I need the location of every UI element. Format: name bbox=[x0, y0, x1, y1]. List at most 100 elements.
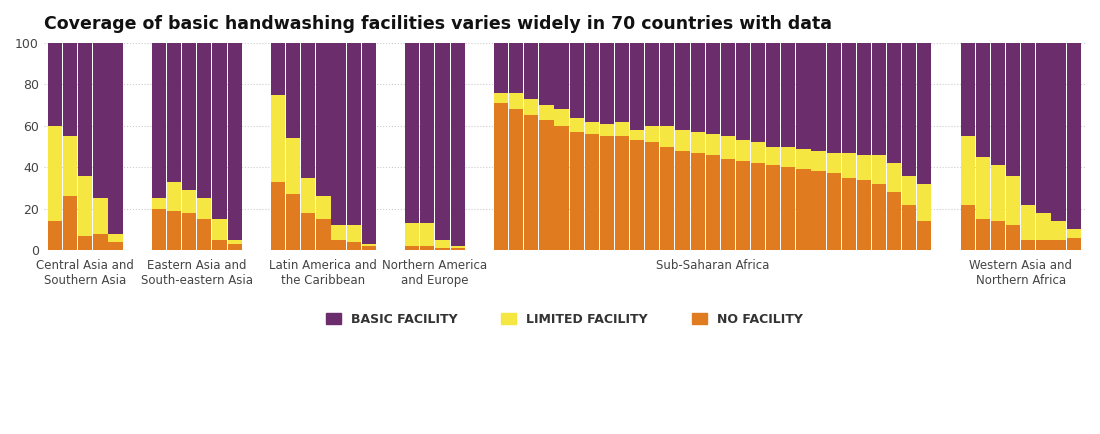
Bar bbox=[766, 147, 780, 165]
Bar bbox=[917, 221, 932, 250]
Bar bbox=[525, 115, 538, 250]
Bar bbox=[167, 182, 182, 211]
Bar bbox=[1052, 43, 1066, 221]
Bar bbox=[183, 190, 196, 213]
Bar bbox=[675, 43, 690, 130]
Bar bbox=[554, 43, 569, 109]
Bar bbox=[436, 248, 450, 250]
Bar bbox=[781, 43, 795, 147]
Bar bbox=[317, 43, 330, 196]
Bar bbox=[167, 211, 182, 250]
Bar bbox=[1021, 240, 1035, 250]
Bar bbox=[751, 163, 766, 250]
Bar bbox=[317, 196, 330, 219]
Bar bbox=[976, 219, 990, 250]
Bar bbox=[917, 43, 932, 184]
Bar bbox=[1052, 240, 1066, 250]
Bar bbox=[646, 142, 659, 250]
Bar bbox=[152, 198, 166, 209]
Bar bbox=[646, 43, 659, 126]
Bar bbox=[63, 136, 77, 196]
Bar bbox=[570, 132, 584, 250]
Bar bbox=[705, 134, 719, 155]
Bar bbox=[781, 167, 795, 250]
Bar bbox=[857, 180, 871, 250]
Bar bbox=[1006, 175, 1021, 225]
Bar bbox=[976, 157, 990, 219]
Bar bbox=[331, 225, 345, 240]
Bar bbox=[736, 161, 750, 250]
Bar bbox=[539, 120, 553, 250]
Bar bbox=[346, 43, 361, 225]
Bar bbox=[872, 184, 887, 250]
Bar bbox=[705, 155, 719, 250]
Bar bbox=[857, 155, 871, 180]
Bar bbox=[183, 43, 196, 190]
Bar bbox=[1067, 230, 1080, 238]
Bar bbox=[271, 43, 285, 95]
Bar bbox=[78, 236, 92, 250]
Bar bbox=[960, 43, 975, 136]
Bar bbox=[902, 175, 916, 204]
Bar bbox=[646, 126, 659, 142]
Bar bbox=[48, 126, 63, 221]
Bar bbox=[857, 43, 871, 155]
Bar bbox=[691, 153, 705, 250]
Bar bbox=[494, 103, 508, 250]
Bar bbox=[509, 109, 524, 250]
Bar bbox=[78, 175, 92, 236]
Bar bbox=[991, 165, 1005, 221]
Bar bbox=[362, 246, 376, 250]
Bar bbox=[63, 196, 77, 250]
Bar bbox=[600, 124, 614, 136]
Bar bbox=[960, 136, 975, 204]
Bar bbox=[1067, 238, 1080, 250]
Bar bbox=[286, 194, 300, 250]
Bar bbox=[585, 43, 598, 122]
Bar bbox=[228, 43, 242, 240]
Bar bbox=[826, 153, 840, 174]
Bar bbox=[887, 43, 901, 163]
Bar bbox=[720, 43, 735, 136]
Bar bbox=[570, 118, 584, 132]
Bar bbox=[1052, 221, 1066, 240]
Bar bbox=[872, 155, 887, 184]
Bar bbox=[1021, 204, 1035, 240]
Bar bbox=[420, 43, 434, 223]
Bar bbox=[902, 43, 916, 175]
Bar bbox=[420, 246, 434, 250]
Bar bbox=[167, 43, 182, 182]
Bar bbox=[1006, 43, 1021, 175]
Bar bbox=[48, 43, 63, 126]
Bar bbox=[766, 165, 780, 250]
Bar bbox=[872, 43, 887, 155]
Bar bbox=[842, 43, 856, 153]
Bar bbox=[405, 43, 419, 223]
Bar bbox=[570, 43, 584, 118]
Bar bbox=[917, 184, 932, 221]
Bar bbox=[766, 43, 780, 147]
Bar bbox=[301, 213, 316, 250]
Bar bbox=[960, 204, 975, 250]
Bar bbox=[301, 178, 316, 213]
Bar bbox=[705, 43, 719, 134]
Bar bbox=[600, 136, 614, 250]
Bar bbox=[826, 43, 840, 153]
Bar bbox=[271, 182, 285, 250]
Bar bbox=[48, 221, 63, 250]
Bar bbox=[615, 136, 629, 250]
Text: Coverage of basic handwashing facilities varies widely in 70 countries with data: Coverage of basic handwashing facilities… bbox=[44, 15, 832, 33]
Bar bbox=[405, 246, 419, 250]
Bar bbox=[887, 163, 901, 192]
Bar bbox=[109, 43, 122, 233]
Bar bbox=[212, 43, 227, 219]
Bar bbox=[362, 244, 376, 246]
Bar bbox=[286, 138, 300, 194]
Bar bbox=[152, 209, 166, 250]
Bar bbox=[197, 43, 211, 198]
Bar bbox=[197, 219, 211, 250]
Bar bbox=[317, 219, 330, 250]
Bar bbox=[228, 244, 242, 250]
Bar bbox=[509, 43, 524, 92]
Bar bbox=[525, 43, 538, 99]
